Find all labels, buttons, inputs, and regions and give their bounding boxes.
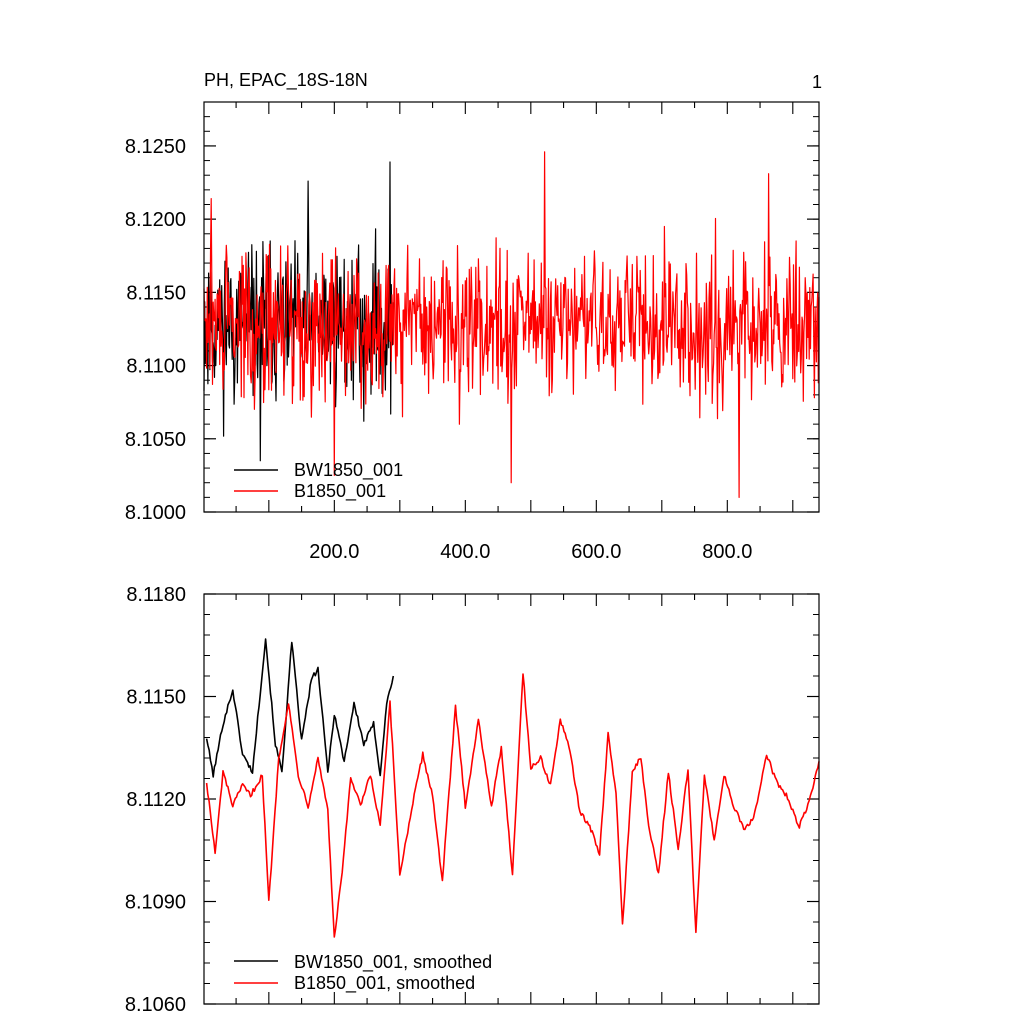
y-tick-label: 8.1250 (125, 136, 186, 158)
bottom-panel: 8.1060 8.1090 8.1120 8.1150 8.1180 BW1850_00… (125, 584, 820, 1016)
bottom-y-axis: 8.1060 8.1090 8.1120 8.1150 8.1180 (125, 584, 819, 1016)
top-legend-label-bw: BW1850_001 (294, 460, 403, 481)
y-tick-label: 8.1090 (125, 892, 186, 914)
x-tick-label: 400.0 (440, 541, 490, 563)
top-panel: PH, EPAC_18S-18N 1 8.1000 8.1050 8.1100 8.1… (125, 70, 822, 563)
x-tick-label: 200.0 (309, 541, 359, 563)
series-line-bw1850-001 (205, 638, 395, 778)
top-plot-frame (203, 101, 820, 513)
bottom-x-axis (235, 594, 794, 1004)
y-tick-label: 8.1100 (126, 356, 186, 378)
top-title-right: 1 (812, 72, 822, 92)
top-series-group (203, 151, 820, 498)
bottom-plot-frame (203, 593, 820, 1005)
bottom-series-group (205, 638, 820, 938)
y-tick-label: 8.1060 (125, 994, 186, 1016)
y-tick-label: 8.1150 (126, 282, 186, 304)
y-tick-label: 8.1150 (126, 687, 186, 709)
top-x-axis: 200.0 400.0 600.0 800.0 (235, 102, 794, 563)
y-tick-label: 8.1180 (126, 584, 186, 606)
bottom-legend-label-b: B1850_001, smoothed (294, 973, 475, 994)
y-tick-label: 8.1200 (125, 209, 186, 231)
series-line-b1850-001 (205, 673, 820, 938)
y-tick-label: 8.1120 (126, 789, 186, 811)
top-title-left: PH, EPAC_18S-18N (204, 70, 368, 91)
top-legend: BW1850_001 B1850_001 (234, 460, 403, 502)
y-tick-label: 8.1050 (125, 429, 186, 451)
x-tick-label: 600.0 (571, 541, 621, 563)
top-legend-label-b: B1850_001 (294, 481, 386, 502)
bottom-legend: BW1850_001, smoothed B1850_001, smoothed (234, 952, 492, 994)
bottom-legend-label-bw: BW1850_001, smoothed (294, 952, 492, 973)
y-tick-label: 8.1000 (125, 502, 186, 524)
x-tick-label: 800.0 (702, 541, 752, 563)
series-line-b1850-001 (203, 151, 820, 498)
